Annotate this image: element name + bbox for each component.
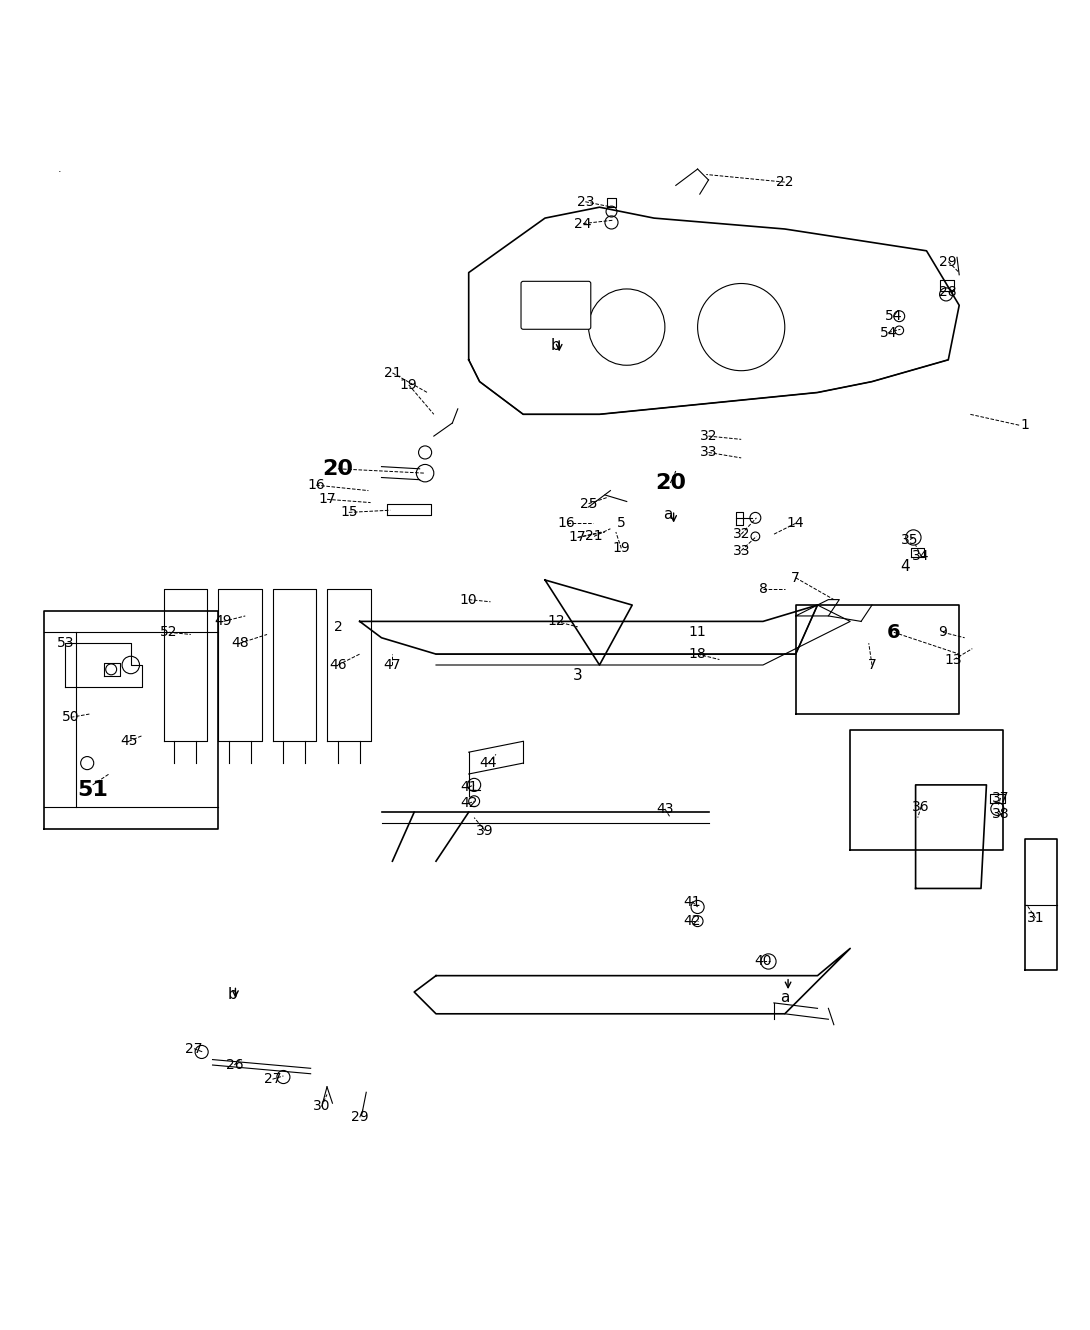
Text: 5: 5 (617, 516, 626, 531)
Text: 19: 19 (400, 378, 417, 392)
Text: 29: 29 (351, 1111, 368, 1124)
Text: 13: 13 (945, 653, 962, 666)
Text: 46: 46 (329, 658, 347, 672)
Text: 53: 53 (57, 636, 74, 650)
Text: 33: 33 (700, 446, 717, 459)
Text: 21: 21 (384, 366, 401, 380)
Text: 49: 49 (215, 614, 232, 628)
Text: 7: 7 (868, 658, 876, 672)
Text: 44: 44 (480, 755, 497, 770)
Text: b: b (228, 987, 237, 1001)
Text: 47: 47 (384, 658, 401, 672)
Text: 34: 34 (912, 549, 930, 563)
Text: 2: 2 (334, 620, 342, 634)
Text: 41: 41 (683, 895, 701, 908)
Text: 19: 19 (613, 541, 630, 556)
Text: 52: 52 (160, 625, 178, 640)
Text: 8: 8 (759, 581, 767, 596)
Text: 22: 22 (776, 176, 794, 189)
Text: 23: 23 (577, 194, 594, 209)
Text: 6: 6 (887, 622, 900, 642)
FancyBboxPatch shape (521, 282, 591, 330)
Text: 54: 54 (885, 309, 903, 323)
Text: 36: 36 (912, 799, 930, 814)
Text: 3: 3 (573, 669, 582, 684)
Text: 35: 35 (901, 532, 919, 547)
Text: 38: 38 (992, 807, 1009, 822)
Text: 30: 30 (313, 1100, 330, 1113)
Text: 21: 21 (585, 529, 603, 544)
Text: 9: 9 (938, 625, 947, 640)
Text: 7: 7 (791, 571, 800, 585)
Text: a: a (780, 990, 789, 1005)
Text: 26: 26 (226, 1059, 243, 1072)
Text: 43: 43 (656, 802, 674, 815)
Text: 25: 25 (580, 496, 597, 511)
Text: 33: 33 (732, 544, 750, 557)
Text: 40: 40 (754, 955, 772, 968)
Text: 32: 32 (732, 527, 750, 541)
Text: 20: 20 (323, 459, 353, 479)
Text: 28: 28 (940, 285, 957, 299)
Text: .: . (58, 164, 62, 174)
Text: 20: 20 (655, 473, 686, 493)
Text: 42: 42 (683, 914, 701, 928)
Text: 12: 12 (547, 614, 565, 628)
Text: 50: 50 (62, 710, 80, 725)
Text: 42: 42 (460, 797, 477, 810)
Text: 16: 16 (307, 479, 325, 492)
Text: 15: 15 (340, 505, 358, 520)
Text: 11: 11 (689, 625, 706, 640)
Text: 17: 17 (569, 531, 586, 544)
Text: 51: 51 (77, 781, 108, 801)
Text: 10: 10 (460, 593, 477, 606)
Text: 29: 29 (940, 255, 957, 269)
Text: 18: 18 (689, 648, 706, 661)
Text: 45: 45 (120, 734, 137, 749)
Text: 48: 48 (231, 636, 249, 650)
Text: 31: 31 (1027, 911, 1044, 924)
Text: 32: 32 (700, 430, 717, 443)
Text: 16: 16 (558, 516, 576, 531)
Text: 24: 24 (574, 217, 592, 230)
Text: 39: 39 (476, 823, 494, 838)
Text: 54: 54 (880, 326, 897, 339)
Text: 14: 14 (787, 516, 804, 531)
Text: 37: 37 (992, 791, 1009, 805)
Text: b: b (552, 338, 560, 354)
Text: 41: 41 (460, 781, 477, 794)
Text: 17: 17 (318, 492, 336, 507)
Text: a: a (664, 507, 673, 523)
Text: 4: 4 (900, 560, 909, 575)
Text: 27: 27 (185, 1041, 203, 1056)
Text: 27: 27 (264, 1072, 281, 1087)
Text: 1: 1 (1020, 418, 1029, 432)
